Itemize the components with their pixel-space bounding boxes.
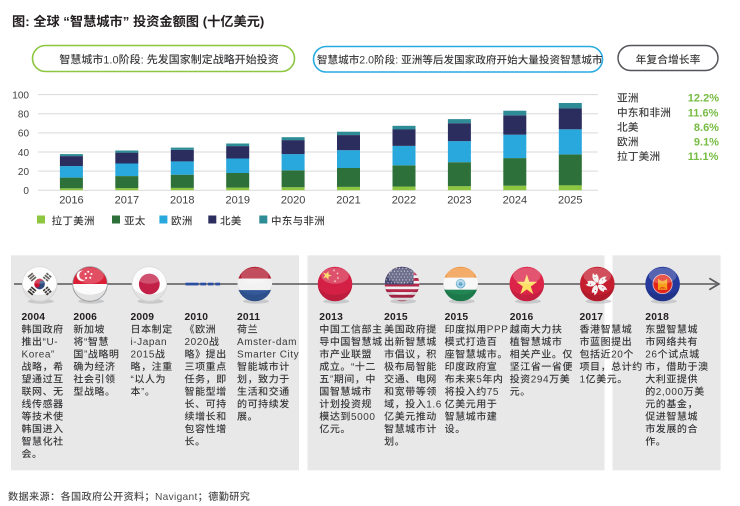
svg-text:”: ” <box>84 350 88 361</box>
svg-text:2018: 2018 <box>170 194 194 206</box>
svg-text:5: 5 <box>476 375 482 386</box>
svg-text:(: ( <box>203 14 208 29</box>
svg-text:2021: 2021 <box>336 194 360 206</box>
svg-text:2.0: 2.0 <box>359 55 374 67</box>
svg-text:Navigant: Navigant <box>155 492 198 503</box>
svg-text:“: “ <box>84 337 88 348</box>
svg-text:1.6: 1.6 <box>426 399 442 410</box>
svg-text:2015: 2015 <box>131 350 155 361</box>
svg-text:80: 80 <box>18 110 30 121</box>
svg-text:2024: 2024 <box>503 194 527 206</box>
svg-text:8.6%: 8.6% <box>694 122 719 134</box>
svg-text:40: 40 <box>18 148 30 159</box>
svg-text:2020: 2020 <box>185 337 209 348</box>
svg-text:PPP: PPP <box>487 325 509 336</box>
svg-text:“: “ <box>63 14 70 29</box>
svg-text:100: 100 <box>12 90 29 101</box>
svg-text::: : <box>25 14 29 29</box>
svg-text:11.6%: 11.6% <box>688 107 719 119</box>
svg-text:2015: 2015 <box>384 312 408 323</box>
svg-text:Korea”: Korea” <box>22 350 55 361</box>
svg-text:“: “ <box>131 375 135 386</box>
svg-text:2011: 2011 <box>237 312 260 323</box>
svg-text:5000: 5000 <box>351 412 375 423</box>
svg-text:1: 1 <box>580 375 586 386</box>
svg-text:2010: 2010 <box>185 312 209 323</box>
svg-text:2013: 2013 <box>319 312 343 323</box>
svg-text:”: ” <box>330 375 334 386</box>
svg-text:2017: 2017 <box>115 194 139 206</box>
svg-text:2016: 2016 <box>59 194 83 206</box>
svg-text:Smarter City: Smarter City <box>237 350 299 361</box>
svg-text:2019: 2019 <box>226 194 250 206</box>
svg-text:2023: 2023 <box>447 194 471 206</box>
svg-text::: : <box>395 55 398 67</box>
svg-text:20: 20 <box>611 350 623 361</box>
svg-text:2006: 2006 <box>73 312 97 323</box>
svg-text:2004: 2004 <box>22 312 46 323</box>
svg-text:11.1%: 11.1% <box>688 151 719 163</box>
svg-text:2020: 2020 <box>281 194 305 206</box>
svg-text:Amster-dam: Amster-dam <box>237 337 297 348</box>
svg-text:2022: 2022 <box>392 194 416 206</box>
svg-text:”: ” <box>141 387 145 398</box>
svg-text:294: 294 <box>531 375 549 386</box>
svg-text:20: 20 <box>18 167 30 178</box>
svg-text:60: 60 <box>18 129 30 140</box>
svg-text:i-Japan: i-Japan <box>131 337 168 348</box>
svg-text:2015: 2015 <box>445 312 469 323</box>
svg-text:12.2%: 12.2% <box>688 93 719 105</box>
svg-text:2009: 2009 <box>131 312 155 323</box>
svg-text:”: ” <box>123 14 130 29</box>
svg-text:9.1%: 9.1% <box>694 137 719 149</box>
svg-text:): ) <box>260 14 264 29</box>
svg-text::: : <box>141 54 144 66</box>
svg-text:0: 0 <box>23 186 29 197</box>
svg-text:2018: 2018 <box>645 312 669 323</box>
svg-text:“: “ <box>351 362 355 373</box>
svg-text:“U-: “U- <box>43 337 59 348</box>
svg-text:2025: 2025 <box>558 194 582 206</box>
svg-text:26: 26 <box>645 350 657 361</box>
svg-text:75: 75 <box>487 387 499 398</box>
svg-text:2,000: 2,000 <box>656 387 684 398</box>
svg-text:2017: 2017 <box>580 312 604 323</box>
svg-text:1.0: 1.0 <box>103 54 118 66</box>
svg-text:2016: 2016 <box>510 312 534 323</box>
